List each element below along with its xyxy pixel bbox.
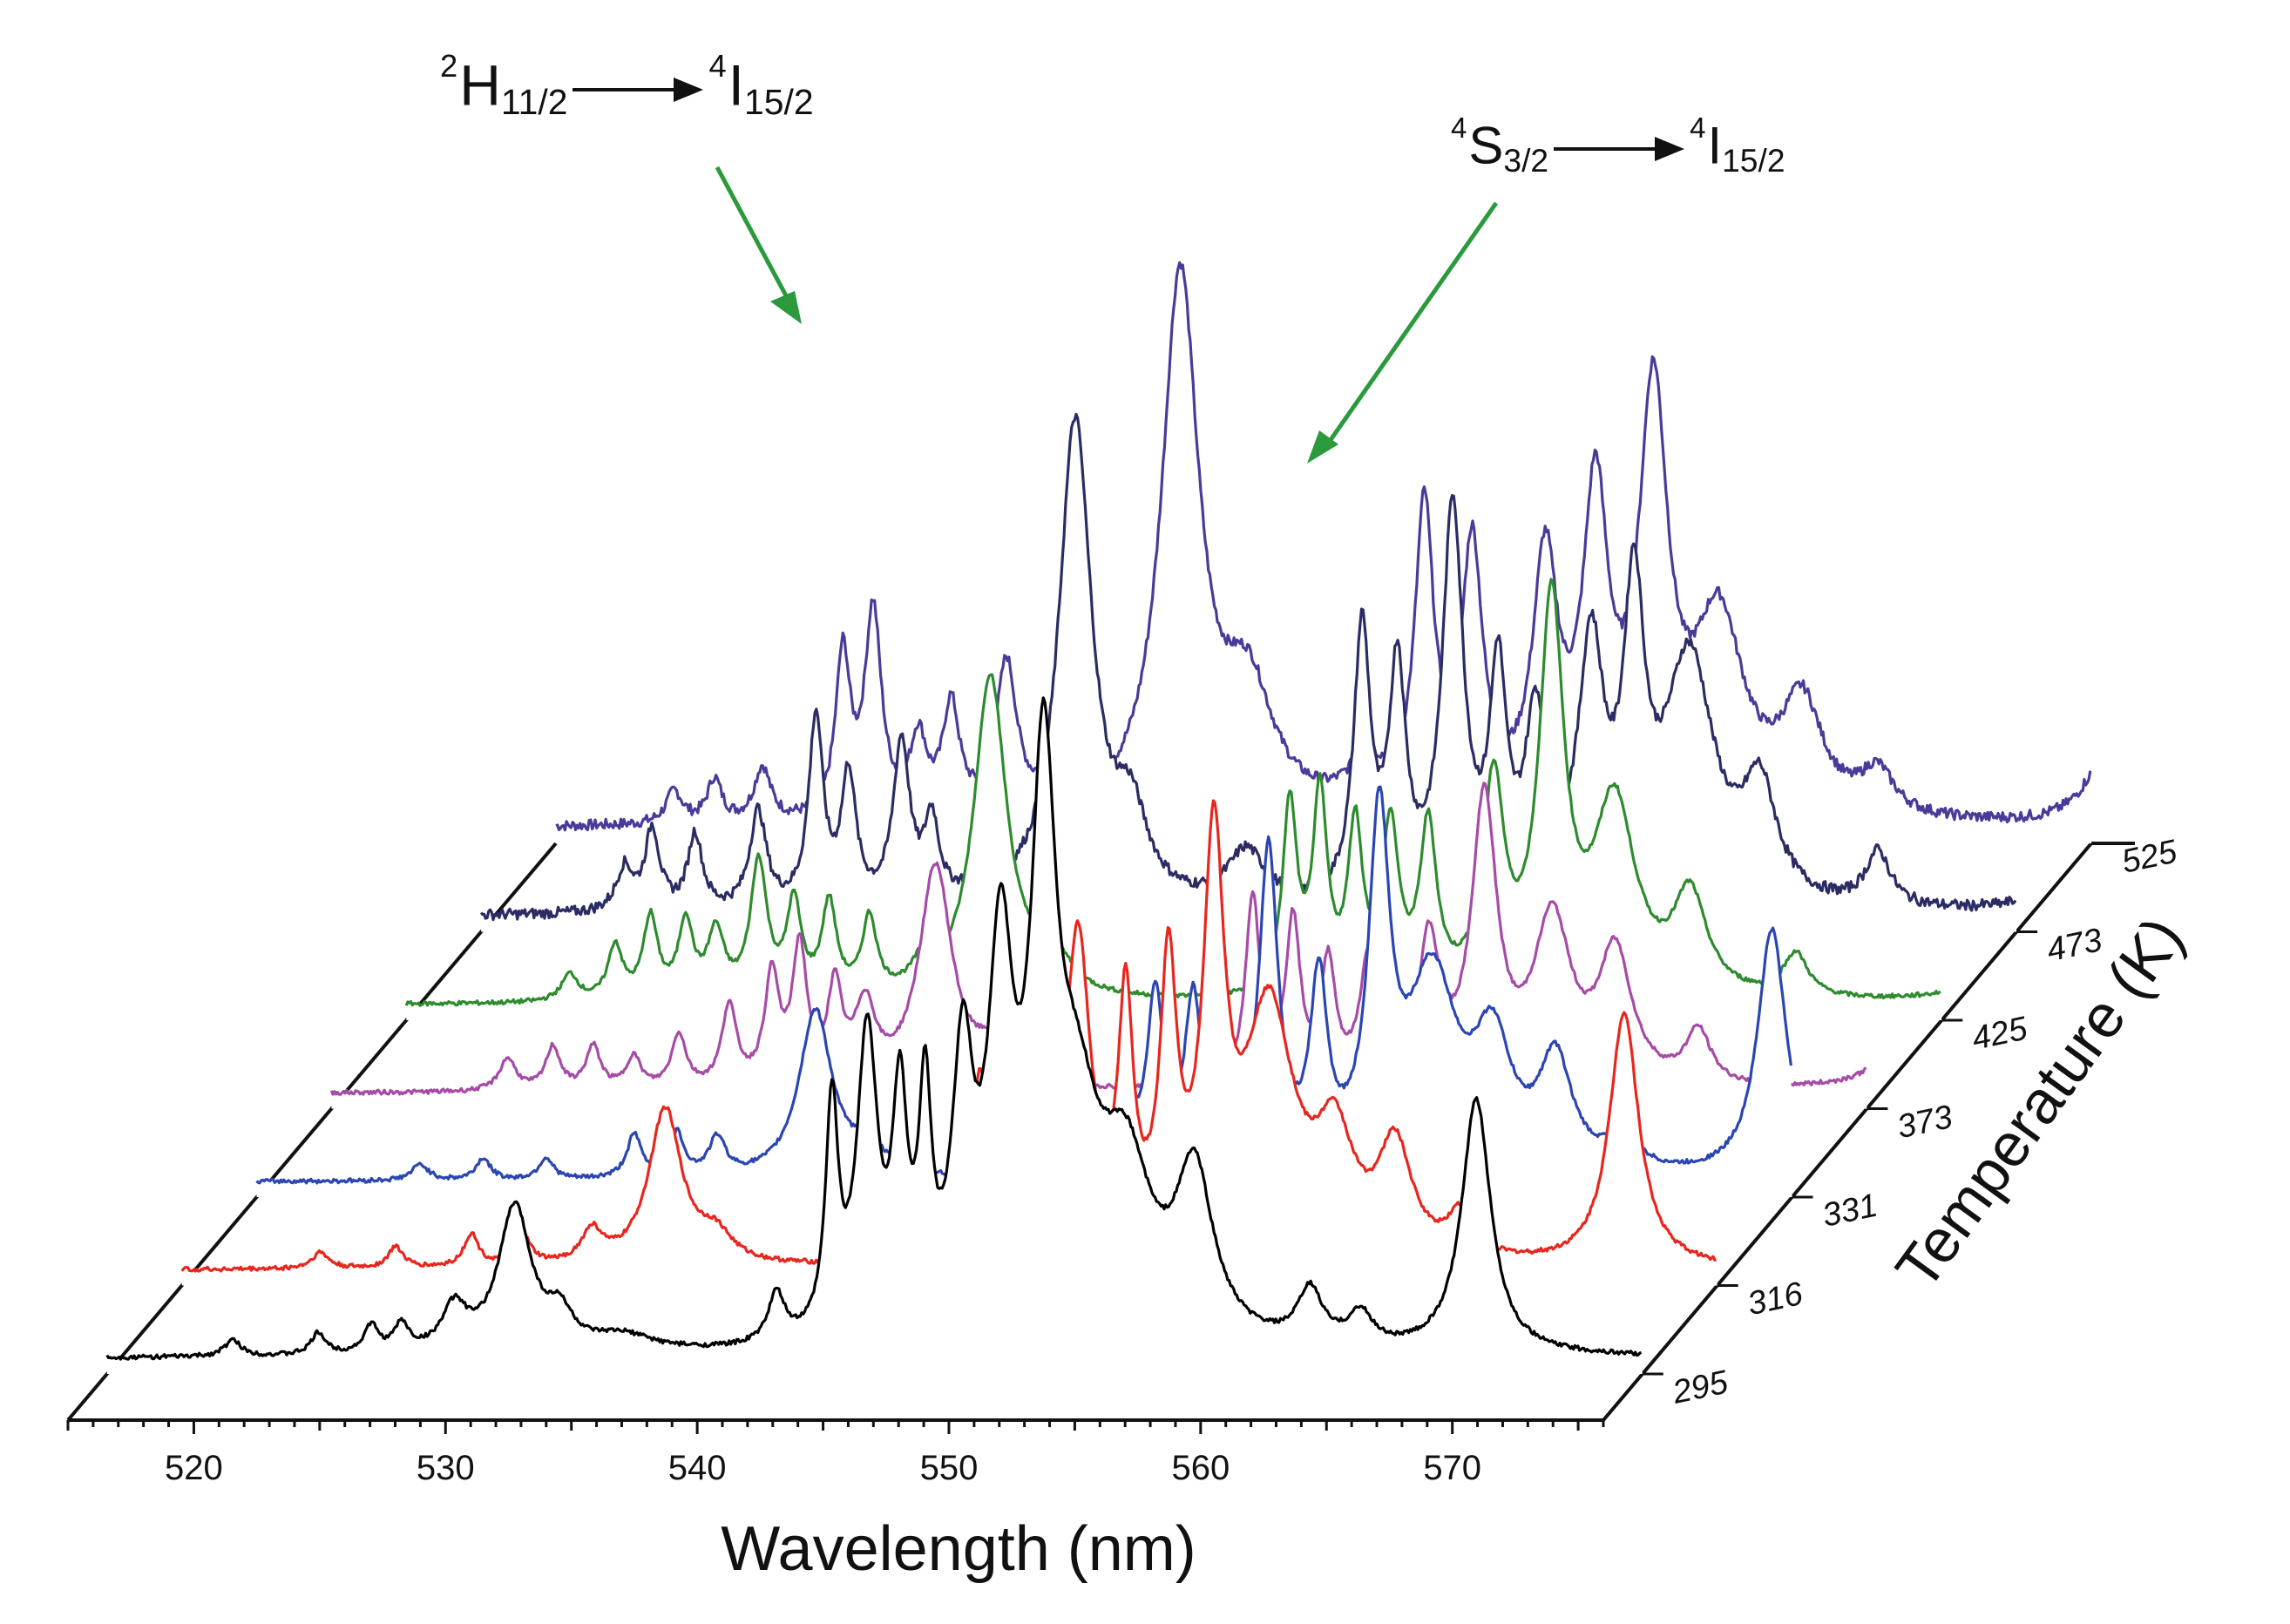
temp-tick-label: 425: [1968, 1010, 2031, 1057]
series-line-473: [479, 412, 2017, 922]
temp-tick-label: 316: [1745, 1276, 1807, 1323]
label-left-sup1: 2: [440, 48, 458, 84]
x-axis: 520 530 540 550 560 570: [66, 1420, 1605, 1487]
label-left-symbol2: I: [728, 52, 744, 118]
label-right-sub1: 3/2: [1503, 141, 1549, 179]
series-mask-331: [256, 787, 1792, 1197]
x-tick-label: 560: [1171, 1449, 1230, 1487]
series-group: [105, 261, 2092, 1374]
label-left-symbol1: H: [459, 52, 501, 118]
label-left-sup2: 4: [708, 48, 727, 84]
green-arrow-right: [1324, 201, 1499, 448]
chart-box: [66, 842, 2135, 1422]
transition-label-left: 2H11/2 4I15/2: [440, 48, 814, 123]
x-tick-label: 530: [417, 1449, 475, 1487]
series-mask-525: [556, 262, 2091, 843]
label-left-sub1: 11/2: [500, 81, 568, 122]
label-right-sub2: 15/2: [1722, 141, 1785, 179]
temp-tick-label: 331: [1819, 1188, 1881, 1235]
series-line-295: [105, 696, 1642, 1361]
annotation-arrows: [715, 166, 1499, 464]
green-arrowhead-left: [770, 291, 802, 324]
label-right-sup2: 4: [1690, 112, 1706, 144]
x-axis-label: Wavelength (nm): [721, 1514, 1196, 1584]
temp-tick-label: 373: [1894, 1099, 1956, 1146]
black-arrow-right-icon: [1554, 137, 1685, 162]
transition-label-right: 4S3/24I15/2: [1451, 112, 1785, 179]
green-arrow-left: [715, 166, 797, 314]
label-right-symbol1: S: [1468, 116, 1504, 175]
series-mask-473: [481, 414, 2017, 932]
temp-tick-label: 473: [2043, 922, 2105, 969]
x-tick-label: 570: [1423, 1449, 1481, 1487]
x-tick-label: 520: [165, 1449, 223, 1487]
label-right-symbol2: I: [1707, 116, 1723, 175]
series-line-373: [329, 782, 1867, 1096]
series-line-525: [555, 261, 2092, 832]
black-arrow-left-icon: [572, 77, 704, 102]
x-tick-label: 550: [920, 1449, 979, 1487]
temp-tick-label: 525: [2118, 833, 2181, 880]
series-mask-295: [106, 697, 1643, 1374]
temp-tick-label: 295: [1669, 1363, 1732, 1411]
label-left-sub2: 15/2: [743, 81, 814, 122]
green-arrowhead-right: [1307, 430, 1338, 464]
series-mask-316: [181, 801, 1718, 1286]
label-right-sup1: 4: [1451, 112, 1467, 144]
x-tick-label: 540: [668, 1449, 727, 1487]
axis-frame: [66, 842, 2135, 1422]
